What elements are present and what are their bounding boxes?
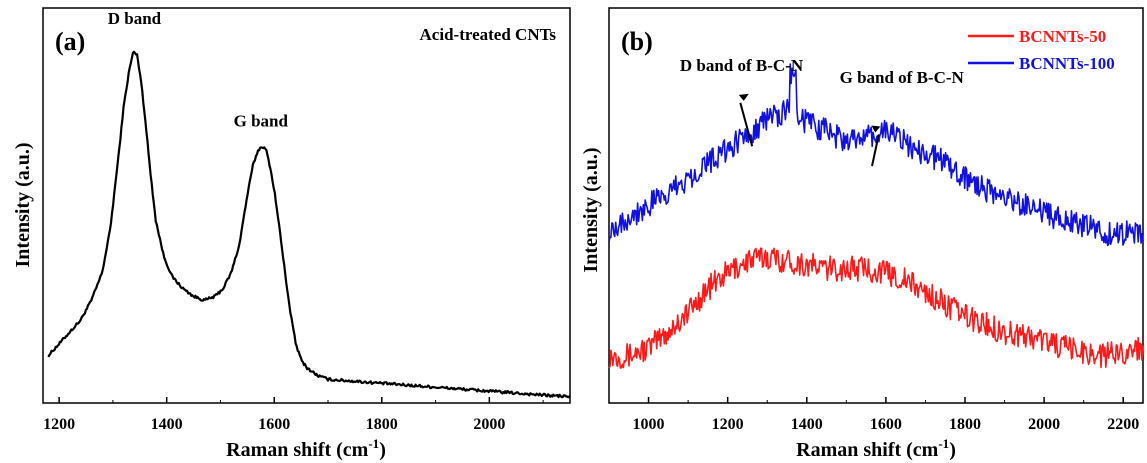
panel-a-annotations: D band G band: [108, 9, 289, 131]
panel-a-label: (a): [55, 27, 85, 56]
x-tick-label: 1400: [151, 416, 183, 433]
series-line: [608, 63, 1144, 247]
panel-b-label: (b): [621, 27, 653, 56]
panel-a-y-axis-title: Intensity (a.u.): [12, 142, 34, 267]
x-tick-label: 1400: [791, 416, 823, 433]
annotation-label: G band: [234, 112, 289, 131]
annotation-label: G band of B-C-N: [840, 68, 965, 87]
panel-a-x-axis-title-end: ): [379, 439, 386, 461]
series-line: [608, 247, 1144, 369]
annotation-arrow: [871, 134, 880, 167]
annotation-arrowhead: [871, 125, 881, 133]
annotation-arrowhead: [738, 93, 749, 101]
panel-a-x-axis-title-sup: -1: [368, 436, 379, 451]
annotation-arrow: [739, 102, 754, 147]
panel-a-x-axis-title-main: Raman shift (cm: [226, 439, 369, 461]
x-tick-label: 1800: [949, 416, 981, 433]
panel-b-x-ticks: 1000 1200 1400 1600 1800 2000 2200: [608, 397, 1139, 433]
annotation-label: D band: [108, 9, 162, 28]
panel-b: (b) 1000 1200 1400 1600 1800 2000 2200 D band …: [580, 7, 1144, 461]
x-tick-label: 2000: [1028, 416, 1060, 433]
panel-b-series: [608, 63, 1144, 369]
panel-b-x-axis-title-main: Raman shift (cm: [796, 439, 939, 461]
x-tick-label: 1000: [633, 416, 665, 433]
x-tick-label: 1800: [366, 416, 398, 433]
panel-b-x-axis-title: Raman shift (cm-1): [796, 436, 956, 461]
panel-b-x-axis-title-sup: -1: [938, 436, 949, 451]
x-tick-label: 1200: [712, 416, 744, 433]
panel-b-annotations: D band of B-C-N G band of B-C-N: [680, 56, 965, 167]
panel-a-x-ticks: 1200 1400 1600 1800 2000: [43, 397, 544, 433]
panel-a-series: [47, 50, 571, 399]
panel-a-x-axis-title: Raman shift (cm-1): [226, 436, 386, 461]
panel-a: (a) Acid-treated CNTs 1200 1400 1600 1800 20…: [12, 7, 571, 461]
legend-label: BCNNTs-50: [1019, 27, 1106, 46]
panel-b-y-axis-title: Intensity (a.u.): [580, 147, 602, 272]
panel-a-title: Acid-treated CNTs: [420, 25, 557, 44]
x-tick-label: 2000: [473, 416, 505, 433]
x-tick-label: 1600: [870, 416, 902, 433]
panel-b-frame: [608, 7, 1144, 404]
panel-a-frame: [42, 7, 571, 404]
x-tick-label: 1200: [43, 416, 75, 433]
annotation-label: D band of B-C-N: [680, 56, 804, 75]
x-tick-label: 2200: [1107, 416, 1139, 433]
panel-b-legend: BCNNTs-50 BCNNTs-100: [968, 27, 1115, 73]
legend-label: BCNNTs-100: [1019, 54, 1115, 73]
panel-b-x-axis-title-end: ): [949, 439, 956, 461]
x-tick-label: 1600: [258, 416, 290, 433]
series-line: [47, 50, 571, 399]
